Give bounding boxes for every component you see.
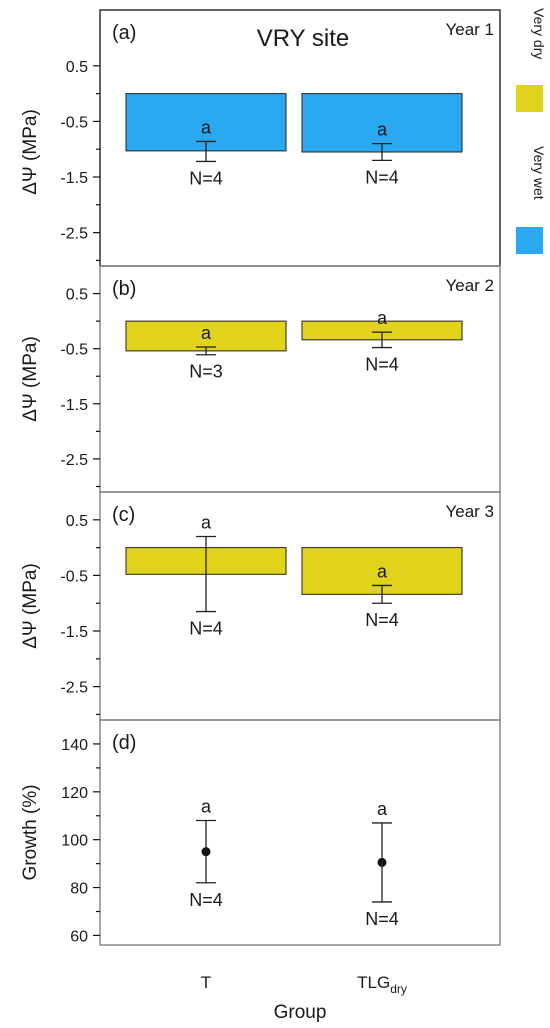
legend-swatch xyxy=(516,85,543,112)
panel-label: (c) xyxy=(112,504,135,526)
significance-letter: a xyxy=(377,561,388,581)
y-tick-label: -1.5 xyxy=(60,397,88,414)
bar xyxy=(125,320,287,352)
significance-letter: a xyxy=(201,797,212,817)
y-tick-label: -0.5 xyxy=(60,568,88,585)
y-axis-label: Growth (%) xyxy=(20,784,41,880)
y-tick-label: -2.5 xyxy=(60,226,88,243)
figure-title: VRY site xyxy=(257,25,350,52)
x-axis: T TLGdry Group xyxy=(201,973,407,1023)
y-tick-label: 0.5 xyxy=(66,59,88,76)
n-label: N=3 xyxy=(189,362,223,382)
legend: Very dry Very wet xyxy=(516,8,547,254)
year-annotation: Year 3 xyxy=(445,502,494,521)
bar xyxy=(301,93,463,153)
panel-frame xyxy=(99,719,501,946)
y-tick-label: -0.5 xyxy=(60,342,88,359)
y-tick-label: -0.5 xyxy=(60,114,88,131)
significance-letter: a xyxy=(377,799,388,819)
y-tick-label: -1.5 xyxy=(60,624,88,641)
y-tick-label: 100 xyxy=(61,833,88,850)
panel-frame xyxy=(99,265,501,493)
panel-3: 0.5 -0.5 -1.5 -2.5 ΔΨ (MPa) (c) Year 3 a N=4 a N=4 xyxy=(20,491,501,721)
y-tick-label: 80 xyxy=(70,881,88,898)
legend-label: Very dry xyxy=(531,8,547,59)
panel-frame xyxy=(99,491,501,721)
significance-letter: a xyxy=(377,308,388,328)
legend-label: Very wet xyxy=(531,146,547,200)
panel-1: 0.5 -0.5 -1.5 -2.5 ΔΨ (MPa) (a) Year 1 a N=4 a N=4 xyxy=(20,9,501,267)
panel-label: (b) xyxy=(112,278,136,300)
y-axis-label: ΔΨ (MPa) xyxy=(20,109,41,195)
y-tick-label: 60 xyxy=(70,928,88,945)
y-tick-label: 120 xyxy=(61,785,88,802)
y-tick-label: 0.5 xyxy=(66,287,88,304)
panel-2: 0.5 -0.5 -1.5 -2.5 ΔΨ (MPa) (b) Year 2 a N=3 a N=4 xyxy=(20,265,501,493)
panel-label: (d) xyxy=(112,732,136,754)
x-tick-label-t: T xyxy=(201,973,211,992)
panel-label: (a) xyxy=(112,22,136,44)
panel-4: 140 120 100 80 60 Growth (%) (d) a N=4 a N=4 xyxy=(20,719,501,946)
y-tick-label: -2.5 xyxy=(60,452,88,469)
x-axis-label: Group xyxy=(274,1002,327,1023)
n-label: N=4 xyxy=(189,168,223,188)
year-annotation: Year 2 xyxy=(445,276,494,295)
y-tick-label: -2.5 xyxy=(60,680,88,697)
y-axis-label: ΔΨ (MPa) xyxy=(20,563,41,649)
significance-letter: a xyxy=(201,323,212,343)
significance-letter: a xyxy=(201,117,212,137)
n-label: N=4 xyxy=(189,619,223,639)
n-label: N=4 xyxy=(365,355,399,375)
panels: 0.5 -0.5 -1.5 -2.5 ΔΨ (MPa) (a) Year 1 a N=4 a N=4… xyxy=(20,9,501,946)
x-tick-label-tlg-dry: TLGdry xyxy=(357,973,407,996)
legend-swatch xyxy=(516,227,543,254)
n-label: N=4 xyxy=(365,909,399,929)
y-axis-label: ΔΨ (MPa) xyxy=(20,336,41,422)
y-tick-label: -1.5 xyxy=(60,170,88,187)
y-tick-label: 0.5 xyxy=(66,513,88,530)
n-label: N=4 xyxy=(365,610,399,630)
n-label: N=4 xyxy=(189,890,223,910)
year-annotation: Year 1 xyxy=(445,20,494,39)
n-label: N=4 xyxy=(365,167,399,187)
y-tick-label: 140 xyxy=(61,737,88,754)
significance-letter: a xyxy=(201,512,212,532)
significance-letter: a xyxy=(377,120,388,140)
